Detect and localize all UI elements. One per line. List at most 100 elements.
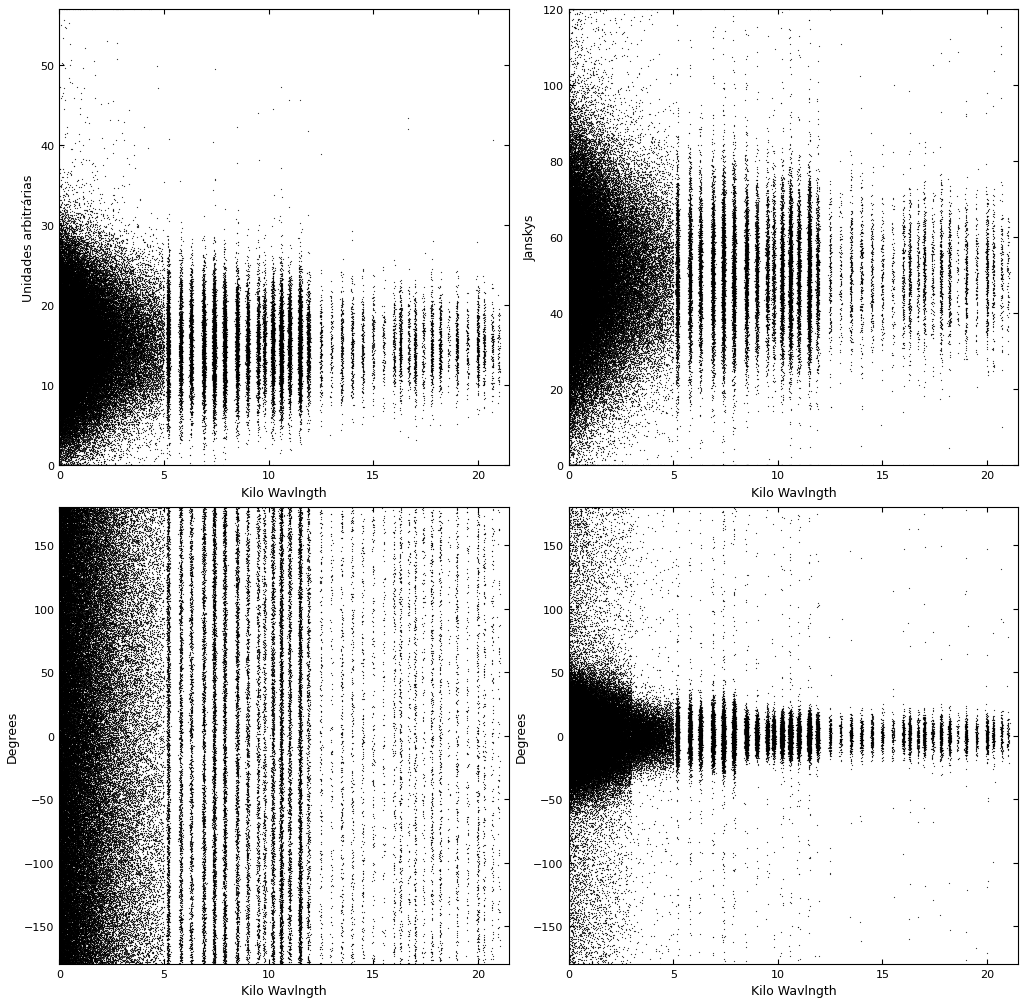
Point — [802, 246, 818, 262]
Point — [738, 262, 755, 278]
Point — [74, 361, 90, 377]
Point — [561, 722, 578, 738]
Point — [563, 169, 580, 185]
Point — [52, 720, 69, 736]
Point — [573, 737, 590, 753]
Point — [579, 733, 595, 749]
Point — [273, 829, 290, 846]
Point — [590, 274, 606, 290]
Point — [72, 873, 88, 889]
Point — [591, 759, 607, 775]
Point — [626, 717, 642, 733]
Point — [184, 376, 201, 392]
Point — [599, 270, 615, 286]
Point — [57, 782, 74, 798]
Point — [726, 237, 742, 253]
Point — [598, 327, 614, 343]
Point — [54, 303, 71, 319]
Point — [691, 320, 708, 336]
Point — [86, 361, 102, 377]
Point — [53, 805, 70, 821]
Point — [941, 304, 957, 320]
Point — [568, 722, 585, 738]
Point — [95, 638, 112, 654]
Point — [570, 256, 587, 272]
Point — [646, 327, 663, 343]
Point — [51, 350, 68, 366]
Point — [109, 361, 125, 377]
Point — [791, 725, 807, 741]
Point — [70, 663, 86, 679]
Point — [584, 243, 600, 259]
Point — [579, 279, 595, 295]
Point — [196, 518, 212, 534]
Point — [249, 815, 265, 831]
Point — [617, 304, 634, 320]
Point — [61, 396, 78, 412]
Point — [765, 267, 781, 283]
Point — [256, 642, 272, 658]
Point — [637, 713, 653, 729]
Point — [51, 853, 68, 869]
Point — [59, 598, 76, 614]
Point — [581, 168, 597, 184]
Point — [593, 276, 609, 292]
Point — [228, 336, 245, 352]
Point — [51, 687, 68, 703]
Point — [196, 726, 212, 742]
Point — [726, 277, 742, 293]
Point — [55, 918, 72, 934]
Point — [571, 249, 588, 265]
Point — [800, 730, 816, 746]
Point — [580, 290, 596, 306]
Point — [65, 268, 81, 284]
Point — [52, 348, 69, 364]
Point — [623, 726, 639, 742]
Point — [605, 433, 622, 449]
Point — [574, 362, 591, 378]
Point — [97, 417, 114, 433]
Point — [566, 287, 583, 303]
Point — [98, 292, 115, 308]
Point — [980, 723, 996, 739]
Point — [206, 689, 222, 705]
Point — [67, 549, 83, 565]
Point — [651, 733, 668, 749]
Point — [593, 284, 609, 300]
Point — [596, 326, 612, 342]
Point — [600, 303, 616, 319]
Point — [124, 641, 140, 657]
Point — [690, 257, 707, 273]
Point — [613, 229, 630, 245]
Point — [716, 732, 732, 748]
Point — [933, 727, 949, 743]
Point — [74, 665, 90, 681]
Point — [560, 721, 577, 737]
Point — [63, 796, 80, 812]
Point — [562, 326, 579, 342]
Point — [88, 341, 104, 357]
Point — [566, 749, 583, 765]
Point — [792, 208, 808, 224]
Point — [205, 575, 221, 591]
Point — [580, 224, 596, 240]
Point — [137, 944, 154, 960]
Point — [579, 702, 595, 718]
Point — [58, 306, 75, 322]
Point — [575, 699, 592, 715]
Point — [622, 243, 638, 259]
Point — [53, 303, 70, 319]
Point — [624, 346, 640, 362]
Point — [562, 328, 579, 344]
Point — [172, 913, 188, 929]
Point — [60, 377, 77, 393]
Point — [624, 730, 640, 746]
Point — [81, 339, 97, 355]
Point — [566, 738, 583, 754]
Point — [624, 742, 640, 758]
Point — [65, 578, 81, 594]
Point — [183, 767, 200, 783]
Point — [683, 298, 699, 314]
Point — [578, 189, 594, 205]
Point — [578, 95, 594, 111]
